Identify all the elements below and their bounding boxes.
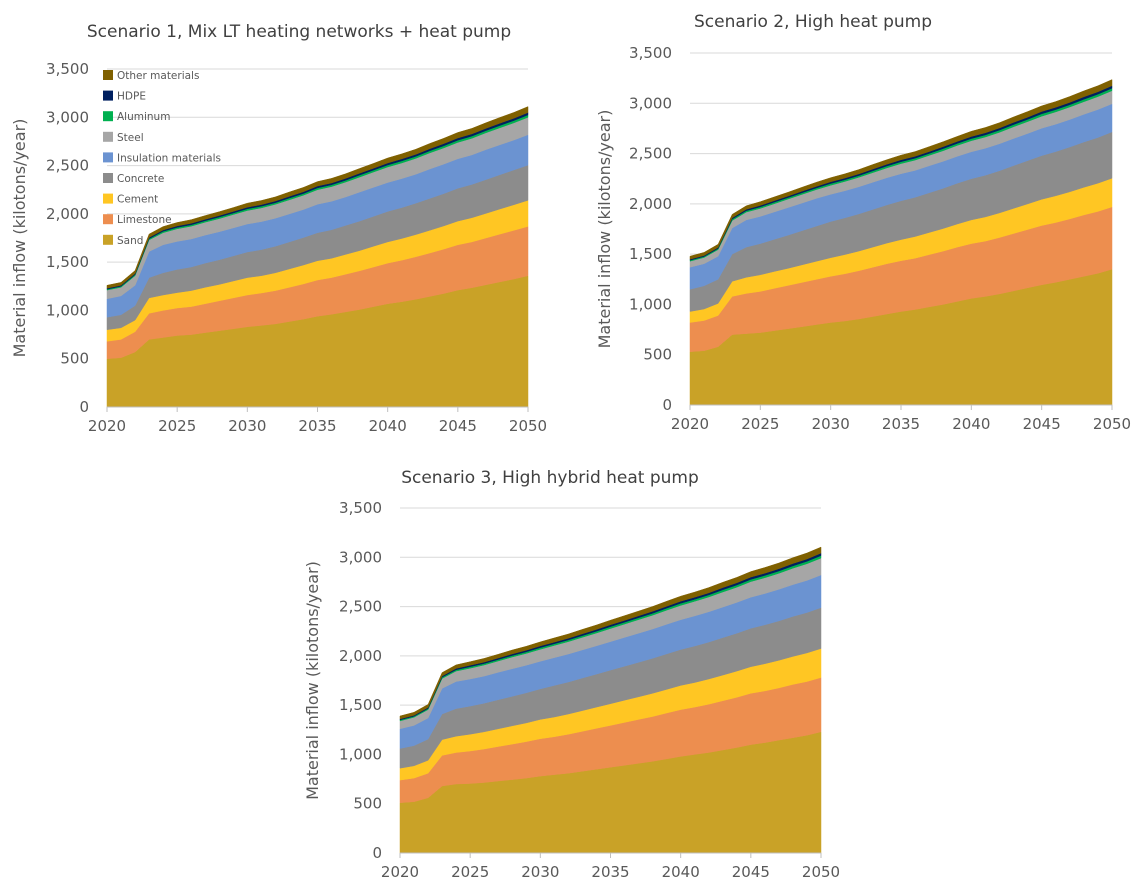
y-tick-label: 1,000: [339, 745, 382, 763]
chart-title: Scenario 3, High hybrid heat pump: [401, 468, 699, 488]
legend-swatch-steel: [103, 131, 113, 142]
y-tick-label: 2,000: [339, 647, 382, 665]
x-tick-label: 2020: [88, 417, 126, 435]
x-tick-label: 2045: [732, 863, 770, 879]
legend-label-steel: Steel: [117, 132, 144, 144]
y-tick-label: 3,000: [339, 548, 382, 566]
y-tick-label: 2,500: [629, 145, 672, 163]
x-tick-label: 2025: [158, 417, 196, 435]
legend-swatch-sand: [103, 234, 113, 245]
y-tick-label: 1,500: [46, 253, 89, 271]
chart-title: Scenario 1, Mix LT heating networks + he…: [87, 22, 511, 42]
legend-label-other-materials: Other materials: [117, 70, 199, 82]
legend-label-insulation-materials: Insulation materials: [117, 152, 221, 164]
x-tick-label: 2030: [521, 863, 559, 879]
x-tick-label: 2020: [671, 415, 709, 433]
x-tick-label: 2045: [439, 417, 477, 435]
chart-panel-scenario-1: Scenario 1, Mix LT heating networks + he…: [10, 22, 547, 435]
legend-swatch-aluminum: [103, 111, 113, 122]
x-tick-label: 2045: [1023, 415, 1061, 433]
legend-swatch-insulation-materials: [103, 152, 113, 163]
area-other-materials: [689, 79, 1113, 260]
y-tick-label: 3,500: [46, 60, 89, 78]
y-tick-label: 1,000: [629, 295, 672, 313]
x-tick-label: 2025: [451, 863, 489, 879]
x-tick-label: 2050: [1093, 415, 1131, 433]
y-tick-label: 3,000: [46, 108, 89, 126]
legend-label-hdpe: HDPE: [117, 91, 146, 103]
x-tick-label: 2040: [952, 415, 990, 433]
y-tick-label: 0: [372, 844, 382, 862]
x-tick-label: 2050: [802, 863, 840, 879]
chart-panel-scenario-3: Scenario 3, High hybrid heat pump 0 500 1,0…: [303, 468, 840, 879]
y-tick-label: 500: [643, 346, 672, 364]
y-axis-label: Material inflow (kilotons/year): [10, 119, 29, 358]
legend-label-sand: Sand: [117, 235, 143, 247]
legend: Other materials HDPE Aluminum Steel Insulati…: [103, 70, 221, 247]
y-tick-label: 1,500: [629, 245, 672, 263]
y-tick-label: 3,000: [629, 94, 672, 112]
y-tick-label: 0: [662, 396, 672, 414]
y-tick-label: 500: [60, 350, 89, 368]
legend-swatch-other-materials: [103, 70, 113, 80]
legend-swatch-limestone: [103, 214, 113, 225]
y-tick-label: 2,500: [46, 157, 89, 175]
legend-swatch-cement: [103, 193, 113, 204]
x-tick-label: 2035: [882, 415, 920, 433]
legend-label-cement: Cement: [117, 194, 158, 206]
y-tick-label: 2,500: [339, 598, 382, 616]
chart-panel-scenario-2: Scenario 2, High heat pump 0 500 1,000 1,500…: [595, 12, 1131, 433]
x-tick-label: 2020: [381, 863, 419, 879]
legend-label-aluminum: Aluminum: [117, 111, 170, 123]
x-tick-label: 2035: [298, 417, 336, 435]
legend-swatch-concrete: [103, 173, 113, 183]
x-tick-label: 2040: [369, 417, 407, 435]
legend-label-limestone: Limestone: [117, 214, 172, 226]
x-tick-label: 2040: [662, 863, 700, 879]
y-tick-label: 3,500: [339, 499, 382, 517]
x-tick-label: 2025: [741, 415, 779, 433]
x-tick-label: 2050: [509, 417, 547, 435]
y-tick-label: 1,000: [46, 301, 89, 319]
y-tick-label: 3,500: [629, 44, 672, 62]
y-tick-label: 2,000: [629, 195, 672, 213]
x-tick-label: 2030: [812, 415, 850, 433]
x-tick-label: 2035: [591, 863, 629, 879]
area-other-materials: [399, 546, 822, 720]
y-tick-label: 2,000: [46, 205, 89, 223]
area-other-materials: [106, 106, 529, 289]
x-tick-label: 2030: [228, 417, 266, 435]
y-tick-label: 0: [79, 398, 89, 416]
chart-title: Scenario 2, High heat pump: [694, 12, 932, 32]
y-axis-label: Material inflow (kilotons/year): [303, 561, 322, 800]
legend-label-concrete: Concrete: [117, 173, 164, 185]
y-axis-label: Material inflow (kilotons/year): [595, 110, 614, 349]
legend-swatch-hdpe: [103, 90, 113, 101]
y-tick-label: 1,500: [339, 696, 382, 714]
y-tick-label: 500: [353, 795, 382, 813]
